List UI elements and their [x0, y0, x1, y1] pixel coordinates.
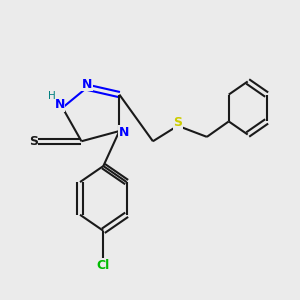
Text: H: H [48, 91, 56, 101]
Text: N: N [82, 78, 92, 91]
Text: Cl: Cl [97, 259, 110, 272]
Text: N: N [54, 98, 65, 111]
Text: S: S [173, 116, 182, 129]
Text: N: N [118, 126, 129, 139]
Text: S: S [29, 135, 38, 148]
